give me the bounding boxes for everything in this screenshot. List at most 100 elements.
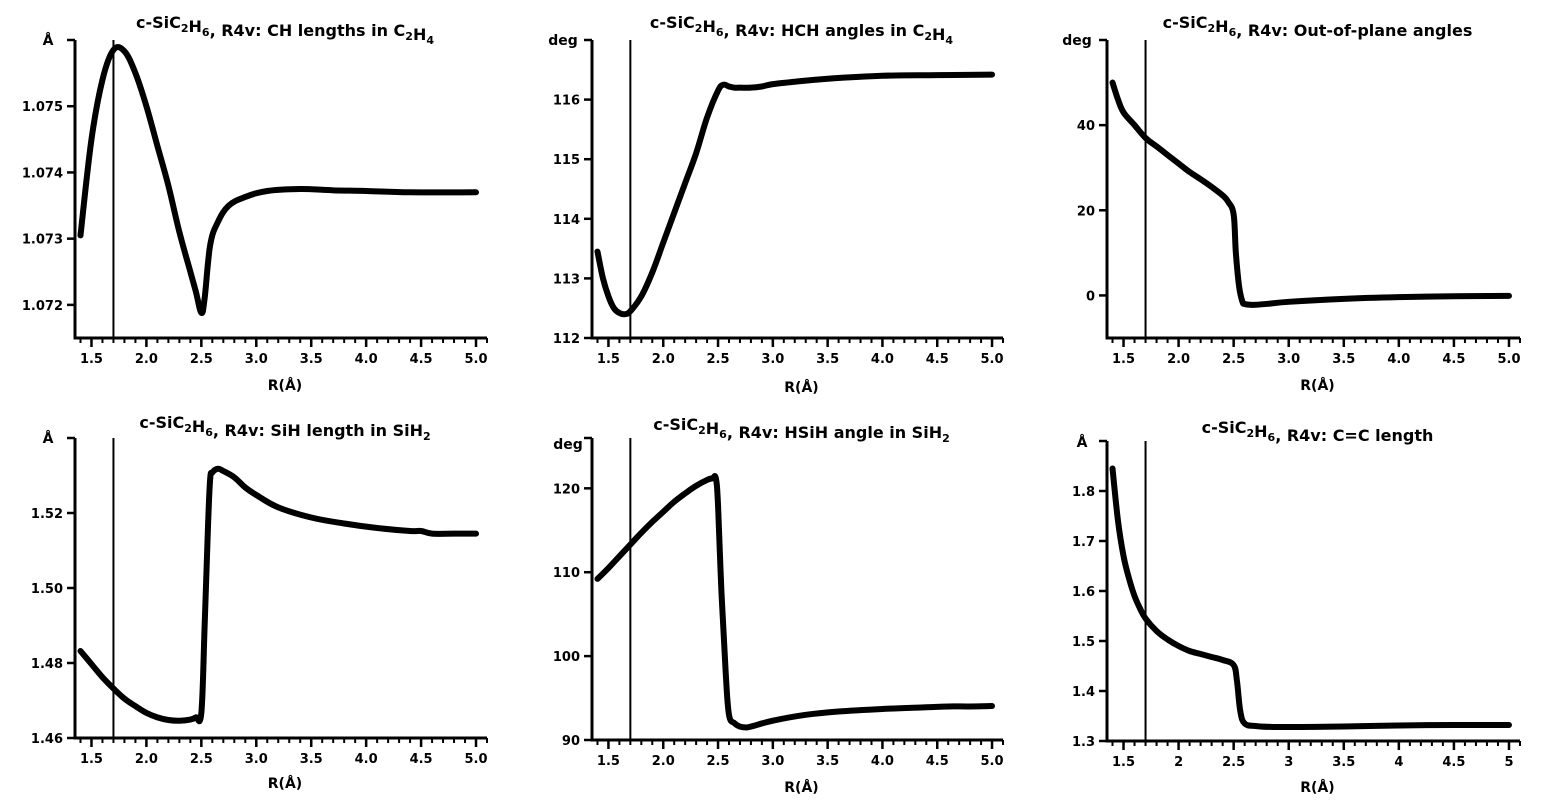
x-tick-label: 1.5 bbox=[80, 752, 103, 767]
x-tick-label: 4.0 bbox=[355, 352, 378, 367]
series-line bbox=[1109, 465, 1512, 731]
x-tick-label: 1.5 bbox=[1112, 352, 1135, 367]
x-axis-label: R(Å) bbox=[268, 377, 302, 394]
y-tick-label: 20 bbox=[1077, 204, 1095, 219]
x-tick-label: 3.5 bbox=[300, 352, 323, 367]
x-tick-label: 4.0 bbox=[871, 754, 894, 769]
chart-title: c-SiC2H6, R4v: SiH length in SiH2 bbox=[139, 413, 430, 443]
y-axis-unit-label: Å bbox=[43, 430, 54, 447]
x-tick-label: 3 bbox=[1284, 755, 1293, 770]
x-tick-label: 2.5 bbox=[1222, 755, 1245, 770]
series-line bbox=[594, 473, 996, 731]
x-axis-label: R(Å) bbox=[1300, 779, 1334, 796]
x-tick-label: 3.0 bbox=[245, 352, 268, 367]
y-tick-label: 114 bbox=[553, 213, 580, 228]
x-tick-label: 5.0 bbox=[464, 352, 487, 367]
y-tick-label: 116 bbox=[553, 94, 580, 109]
x-tick-label: 4.5 bbox=[926, 754, 949, 769]
x-tick-label: 4 bbox=[1394, 755, 1403, 770]
x-axis-label: R(Å) bbox=[268, 775, 302, 792]
x-tick-label: 4.0 bbox=[1387, 352, 1410, 367]
x-tick-label: 3.0 bbox=[245, 752, 268, 767]
x-tick-label: 1.5 bbox=[80, 352, 103, 367]
y-tick-label: 1.3 bbox=[1072, 735, 1095, 750]
y-tick-label: 40 bbox=[1077, 119, 1095, 134]
x-tick-label: 4.5 bbox=[410, 352, 433, 367]
x-tick-label: 3.5 bbox=[816, 754, 839, 769]
y-tick-label: 0 bbox=[1086, 289, 1095, 304]
chart-title: c-SiC2H6, R4v: Out-of-plane angles bbox=[1163, 13, 1473, 40]
x-tick-label: 4.5 bbox=[926, 352, 949, 367]
y-axis-unit-label: deg bbox=[548, 33, 578, 49]
chart-panel-2: c-SiC2H6, R4v: HCH angles in C2H4 1.5 2.0 2… bbox=[548, 13, 1004, 396]
x-tick-label: 3.5 bbox=[1332, 755, 1355, 770]
x-tick-label: 2.0 bbox=[135, 352, 158, 367]
x-tick-label: 5 bbox=[1504, 755, 1513, 770]
y-tick-label: 1.075 bbox=[22, 100, 63, 115]
x-axis-label: R(Å) bbox=[784, 779, 818, 796]
chart-title: c-SiC2H6, R4v: C=C length bbox=[1202, 418, 1434, 445]
y-tick-label: 110 bbox=[553, 566, 580, 581]
chart-panel-3: c-SiC2H6, R4v: Out-of-plane angles 1.5 2.0… bbox=[1062, 13, 1521, 394]
y-tick-label: 1.4 bbox=[1072, 685, 1095, 700]
chart-panel-1: c-SiC2H6, R4v: CH lengths in C2H4 1.5 2.0 2… bbox=[22, 13, 488, 394]
x-axis-label: R(Å) bbox=[784, 379, 818, 396]
y-axis-unit-label: deg bbox=[1062, 33, 1092, 49]
y-tick-label: 1.52 bbox=[31, 507, 63, 522]
x-tick-label: 4.5 bbox=[410, 752, 433, 767]
y-tick-label: 1.5 bbox=[1072, 635, 1095, 650]
chart-title: c-SiC2H6, R4v: CH lengths in C2H4 bbox=[136, 13, 434, 47]
y-tick-label: 1.6 bbox=[1072, 585, 1095, 600]
x-tick-label: 5.0 bbox=[464, 752, 487, 767]
x-tick-label: 2 bbox=[1174, 755, 1183, 770]
y-axis-unit-label: Å bbox=[1077, 434, 1088, 451]
y-tick-label: 120 bbox=[553, 482, 580, 497]
chart-title: c-SiC2H6, R4v: HCH angles in C2H4 bbox=[650, 13, 953, 47]
chart-panel-6: c-SiC2H6, R4v: C=C length 1.5 2 2.5 3 3.5 4 4.5… bbox=[1072, 418, 1521, 796]
y-tick-label: 1.072 bbox=[22, 299, 63, 314]
y-tick-label: 113 bbox=[553, 272, 580, 287]
y-tick-label: 1.074 bbox=[22, 166, 63, 181]
series-line bbox=[594, 71, 996, 318]
x-tick-label: 2.5 bbox=[1222, 352, 1245, 367]
y-tick-label: 1.8 bbox=[1072, 485, 1095, 500]
y-tick-label: 1.46 bbox=[31, 732, 63, 747]
x-tick-label: 5.0 bbox=[981, 754, 1004, 769]
x-tick-label: 2.0 bbox=[1167, 352, 1190, 367]
series-line bbox=[1109, 79, 1512, 308]
x-tick-label: 4.0 bbox=[871, 352, 894, 367]
x-tick-label: 3.0 bbox=[1277, 352, 1300, 367]
x-tick-label: 2.5 bbox=[190, 752, 213, 767]
y-tick-label: 1.50 bbox=[31, 582, 63, 597]
x-tick-label: 3.0 bbox=[761, 754, 784, 769]
x-tick-label: 2.5 bbox=[707, 754, 730, 769]
x-tick-label: 3.5 bbox=[300, 752, 323, 767]
x-tick-label: 3.5 bbox=[1332, 352, 1355, 367]
series-line bbox=[77, 465, 480, 725]
y-tick-label: 1.7 bbox=[1072, 535, 1095, 550]
y-tick-label: 112 bbox=[553, 332, 580, 347]
x-tick-label: 2.0 bbox=[652, 754, 675, 769]
x-axis-label: R(Å) bbox=[1300, 377, 1334, 394]
x-tick-label: 1.5 bbox=[597, 754, 620, 769]
y-tick-label: 90 bbox=[562, 734, 580, 749]
x-tick-label: 1.5 bbox=[597, 352, 620, 367]
x-tick-label: 1.5 bbox=[1112, 755, 1135, 770]
x-tick-label: 4.0 bbox=[355, 752, 378, 767]
chart-panel-4: c-SiC2H6, R4v: SiH length in SiH2 1.5 2.0 2… bbox=[31, 413, 488, 792]
x-tick-label: 2.5 bbox=[190, 352, 213, 367]
y-tick-label: 1.48 bbox=[31, 657, 63, 672]
chart-title: c-SiC2H6, R4v: HSiH angle in SiH2 bbox=[653, 415, 949, 445]
y-tick-label: 115 bbox=[553, 153, 580, 168]
x-tick-label: 2.5 bbox=[707, 352, 730, 367]
y-tick-label: 1.073 bbox=[22, 233, 63, 248]
x-tick-label: 2.0 bbox=[652, 352, 675, 367]
chart-panel-5: c-SiC2H6, R4v: HSiH angle in SiH2 1.5 2.0 2… bbox=[553, 415, 1004, 796]
x-tick-label: 5.0 bbox=[981, 352, 1004, 367]
series-line bbox=[77, 44, 480, 317]
x-tick-label: 5.0 bbox=[1497, 352, 1520, 367]
y-axis-unit-label: deg bbox=[553, 437, 583, 453]
x-tick-label: 3.5 bbox=[816, 352, 839, 367]
x-tick-label: 4.5 bbox=[1442, 352, 1465, 367]
